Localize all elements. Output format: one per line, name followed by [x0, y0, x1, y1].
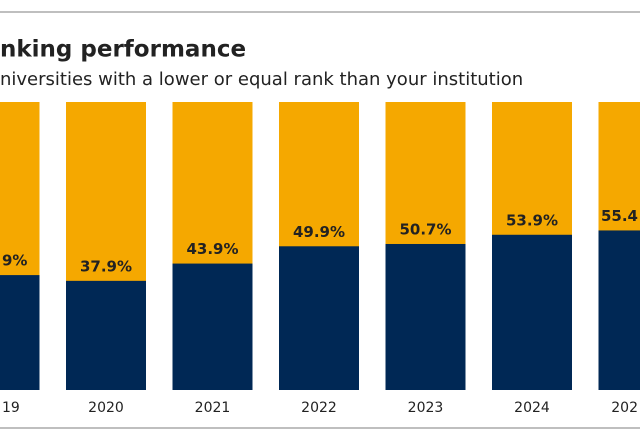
value-label: 50.7%	[399, 220, 451, 238]
x-tick-label: 2023	[408, 400, 444, 416]
value-label: 53.9%	[506, 211, 558, 229]
x-tick-label: 202	[611, 400, 638, 416]
bar	[598, 230, 640, 390]
x-tick-label: 2021	[195, 400, 231, 416]
x-tick-label: 2020	[88, 400, 124, 416]
value-label: 43.9%	[186, 240, 238, 258]
value-label: 37.9%	[80, 257, 132, 275]
value-label: 9%	[2, 252, 27, 270]
bar	[0, 275, 40, 390]
value-label: 49.9%	[293, 223, 345, 241]
x-tick-label: 19	[2, 400, 20, 416]
x-tick-label: 2024	[514, 400, 550, 416]
chart-subtitle: niversities with a lower or equal rank t…	[0, 69, 523, 90]
value-label: 55.4	[601, 207, 638, 225]
bar	[279, 246, 359, 390]
bar	[172, 263, 253, 390]
chart-title: nking performance	[0, 37, 246, 63]
bar	[66, 280, 146, 390]
bar	[385, 243, 466, 390]
bar	[492, 234, 572, 390]
x-tick-label: 2022	[301, 400, 337, 416]
